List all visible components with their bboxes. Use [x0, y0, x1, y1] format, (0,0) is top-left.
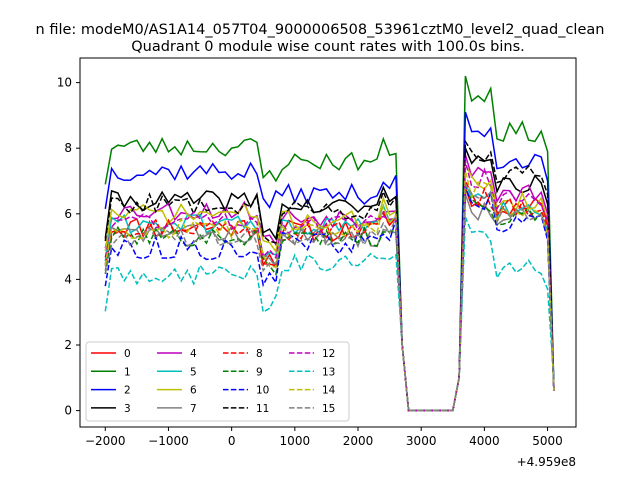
legend-label-5: 5 [190, 366, 197, 378]
legend-label-1: 1 [124, 366, 131, 378]
x-tick-label: −2000 [85, 434, 126, 448]
x-tick-label: 2000 [343, 434, 374, 448]
series-line-1 [104, 75, 555, 412]
legend-box [85, 341, 350, 422]
series-line-6 [104, 161, 555, 412]
y-tick-label: 6 [64, 207, 72, 221]
y-tick-label: 4 [64, 272, 72, 286]
legend-label-10: 10 [256, 385, 269, 397]
chart-suptitle: n file: modeM0/AS1A14_057T04_9000006508_… [36, 22, 605, 38]
legend-label-6: 6 [190, 385, 197, 397]
x-tick-label: 3000 [406, 434, 437, 448]
y-tick-label: 0 [64, 404, 72, 418]
y-tick-label: 2 [64, 338, 72, 352]
series-line-4 [104, 154, 555, 412]
legend-label-8: 8 [256, 348, 263, 360]
chart-title: Quadrant 0 module wise count rates with … [131, 39, 525, 55]
plot-frame [79, 57, 577, 428]
series-layer [104, 75, 555, 412]
y-tick-label: 10 [57, 76, 72, 90]
x-tick-label: 0 [228, 434, 236, 448]
series-line-5 [104, 183, 555, 412]
x-tick-label: 4000 [469, 434, 500, 448]
x-tick-label: 1000 [280, 434, 311, 448]
series-line-13 [104, 216, 555, 412]
x-tick-label: −1000 [148, 434, 189, 448]
legend-label-12: 12 [322, 348, 335, 360]
x-tick-label: 5000 [532, 434, 563, 448]
legend-label-3: 3 [124, 403, 131, 415]
series-line-14 [104, 171, 555, 412]
legend-label-7: 7 [190, 403, 197, 415]
series-line-2 [104, 111, 555, 412]
legend-label-13: 13 [322, 366, 335, 378]
y-tick-label: 8 [64, 141, 72, 155]
legend-label-4: 4 [190, 348, 197, 360]
legend-label-2: 2 [124, 385, 131, 397]
series-line-11 [104, 139, 555, 412]
series-line-10 [104, 187, 555, 412]
legend-label-9: 9 [256, 366, 263, 378]
legend-label-15: 15 [322, 403, 335, 415]
x-offset-label: +4.959e8 [517, 455, 576, 469]
series-line-15 [104, 181, 555, 412]
legend-label-0: 0 [124, 348, 131, 360]
series-line-12 [104, 161, 555, 412]
legend-label-11: 11 [256, 403, 269, 415]
series-line-3 [104, 147, 555, 412]
series-line-7 [104, 193, 555, 412]
legend-label-14: 14 [322, 385, 336, 397]
